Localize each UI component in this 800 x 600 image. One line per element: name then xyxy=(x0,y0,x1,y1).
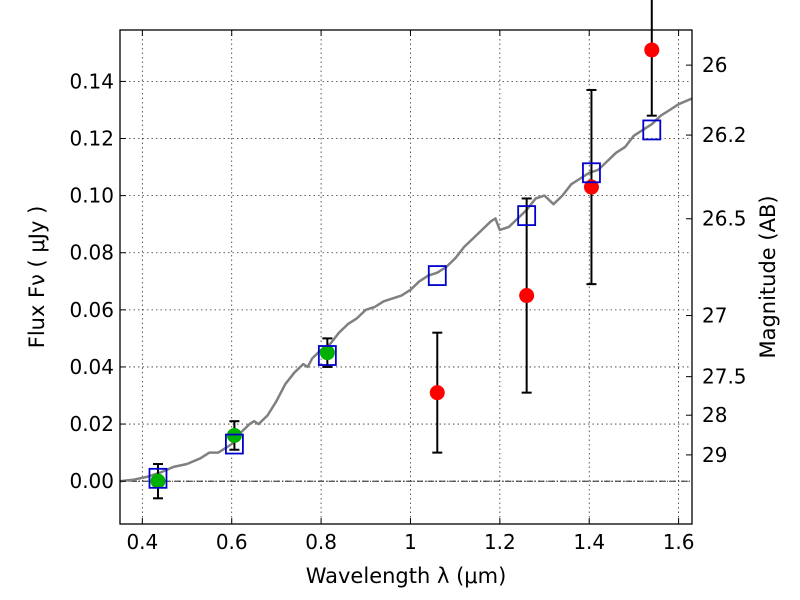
x-tick-label: 1.4 xyxy=(573,530,605,554)
y-tick-label: 0.04 xyxy=(69,355,114,379)
model-band-point xyxy=(148,467,168,489)
right-tick-label: 26.5 xyxy=(702,207,747,231)
series xyxy=(119,0,693,500)
ticks: 0.4 0.6 0.8 1 1.2 1.4 1.6 0.00 0.02 0.04 0.06 0.08 0… xyxy=(69,30,747,554)
model-band-point xyxy=(427,265,447,286)
right-axis-label: Magnitude (AB) xyxy=(756,195,780,358)
grid xyxy=(120,30,692,524)
plot-frame xyxy=(119,29,693,525)
right-tick-label: 26 xyxy=(702,53,727,77)
right-tick-label: 28 xyxy=(702,403,727,427)
x-tick-label: 1 xyxy=(404,530,417,554)
right-tick-label: 29 xyxy=(702,443,727,467)
y-tick-label: 0.02 xyxy=(69,412,114,436)
model-band-point xyxy=(517,205,537,227)
x-axis-label: Wavelength λ (μm) xyxy=(306,564,507,588)
model-band-point xyxy=(317,345,337,366)
x-tick-label: 0.6 xyxy=(216,530,248,554)
data-point xyxy=(583,179,599,195)
model-band-point xyxy=(642,119,662,141)
data-point xyxy=(226,427,242,443)
right-tick-label: 27.5 xyxy=(702,365,747,389)
x-tick-label: 1.2 xyxy=(484,530,516,554)
model-band-point xyxy=(224,433,244,455)
data-point xyxy=(319,345,335,361)
right-tick-label: 27 xyxy=(702,304,727,328)
y-tick-label: 0.10 xyxy=(69,184,114,208)
y-tick-label: 0.08 xyxy=(69,241,114,265)
y-tick-label: 0.12 xyxy=(69,127,114,151)
x-tick-label: 0.8 xyxy=(305,530,337,554)
x-tick-label: 0.4 xyxy=(126,530,158,554)
data-point xyxy=(519,288,535,304)
y-tick-label: 0.14 xyxy=(69,69,114,93)
data-point xyxy=(429,385,445,401)
x-tick-label: 1.6 xyxy=(663,530,695,554)
plot-area xyxy=(120,30,692,524)
model-band-point xyxy=(582,162,601,184)
data-point xyxy=(150,473,166,489)
y-tick-label: 0.00 xyxy=(69,469,114,493)
y-axis-label: Flux Fν ( μJy ) xyxy=(25,206,49,349)
data-point xyxy=(644,42,660,58)
y-tick-label: 0.06 xyxy=(69,298,114,322)
right-tick-label: 26.2 xyxy=(702,123,747,147)
